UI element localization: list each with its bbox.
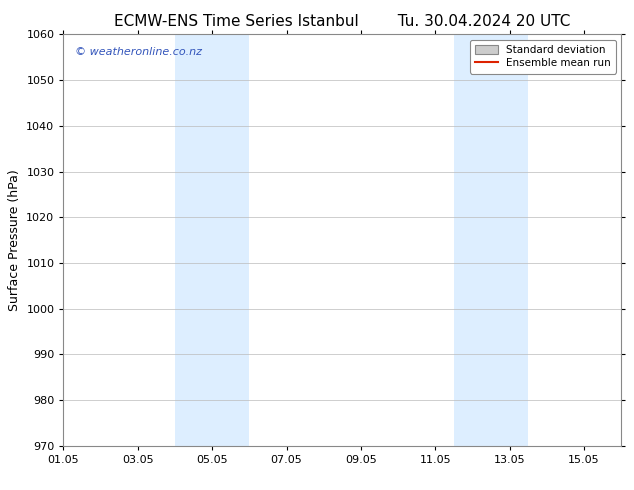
Y-axis label: Surface Pressure (hPa): Surface Pressure (hPa) [8, 169, 21, 311]
Bar [454, 34, 528, 446]
Title: ECMW-ENS Time Series Istanbul        Tu. 30.04.2024 20 UTC: ECMW-ENS Time Series Istanbul Tu. 30.04.… [114, 14, 571, 29]
Legend: Standard deviation, Ensemble mean run: Standard deviation, Ensemble mean run [470, 40, 616, 74]
Text: © weatheronline.co.nz: © weatheronline.co.nz [75, 47, 202, 57]
Bar [175, 34, 249, 446]
